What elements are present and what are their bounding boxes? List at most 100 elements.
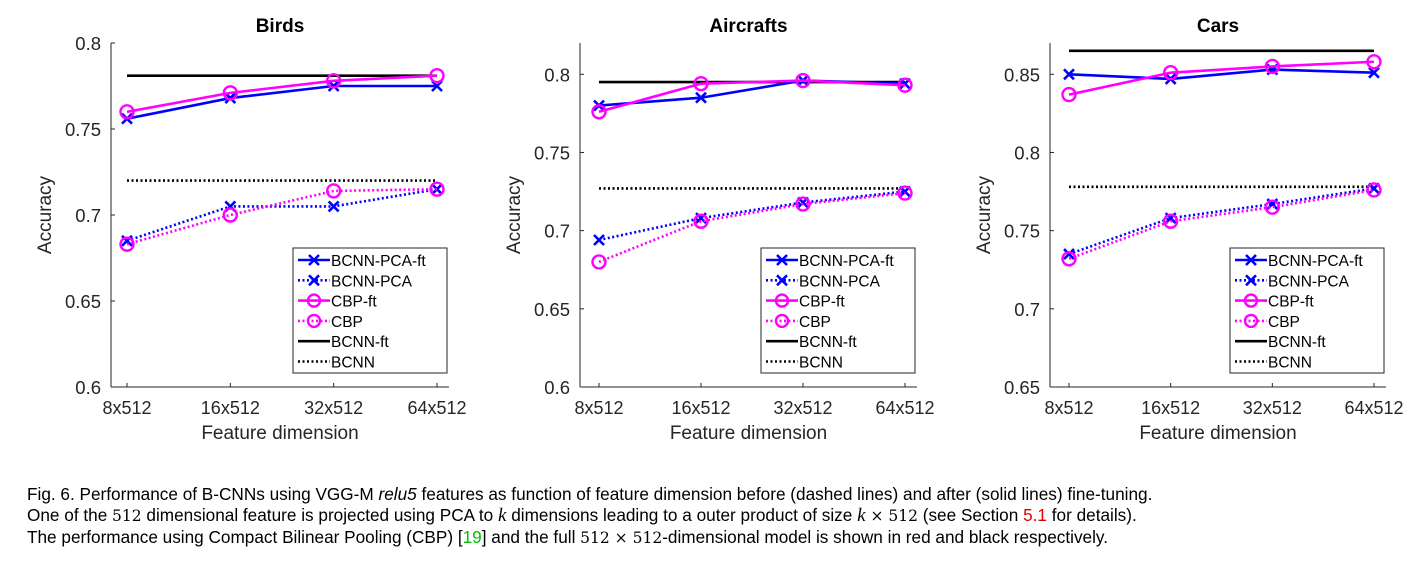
- y-tick-label: 0.65: [1004, 377, 1040, 398]
- data-point-cross: [593, 234, 605, 246]
- chart-aircrafts: Aircrafts 0.6 0.65 0.7 0.75 0.8 8x512 16x512 32x…: [504, 16, 935, 444]
- legend-label: BCNN-ft: [799, 334, 857, 351]
- legend-label: BCNN: [331, 355, 375, 372]
- legend-marker-circle: [306, 313, 322, 329]
- data-point-circle: [795, 72, 811, 89]
- y-tick-label: 0.65: [65, 291, 101, 312]
- caption-text: One of the: [27, 505, 113, 525]
- legend-label: BCNN-PCA: [331, 273, 413, 290]
- data-point-cross: [431, 80, 443, 92]
- series-line: [126, 187, 438, 243]
- data-point-circle: [1366, 182, 1382, 198]
- series-line: [598, 79, 906, 114]
- x-tick-label: 16x512: [671, 398, 730, 418]
- x-tick-label: 8x512: [102, 398, 151, 418]
- y-axis-label: Accuracy: [35, 175, 56, 254]
- legend-label: BCNN-PCA-ft: [1268, 253, 1363, 270]
- x-tick-label: 32x512: [304, 398, 363, 418]
- y-tick-label: 0.8: [544, 64, 570, 85]
- data-point-circle: [795, 196, 811, 212]
- data-point-circle: [897, 77, 913, 93]
- legend: BCNN-PCA-ft BCNN-PCA CBP-ft CBP BCNN-ft BCNN: [1229, 247, 1385, 374]
- legend-label: BCNN: [799, 355, 843, 372]
- data-point-circle: [1061, 251, 1077, 267]
- x-tick-label: 16x512: [1141, 398, 1200, 418]
- legend-marker-circle: [306, 293, 322, 308]
- series-line: [1068, 187, 1375, 256]
- legend-label: BCNN-ft: [331, 334, 389, 351]
- data-point-cross: [1063, 68, 1075, 81]
- series-cbp-ft: [1061, 54, 1382, 103]
- data-point-cross: [1368, 66, 1380, 79]
- legend-marker-cross: [308, 274, 320, 287]
- caption-text: -dimensional model is shown in red and b…: [662, 527, 1109, 547]
- x-axis-label: Feature dimension: [670, 423, 827, 444]
- series-cbp-ft: [119, 67, 445, 120]
- data-point-circle: [119, 236, 135, 252]
- legend-marker-circle: [1243, 313, 1259, 329]
- data-point-circle: [1366, 54, 1382, 70]
- legend: BCNN-PCA-ft BCNN-PCA CBP-ft CBP BCNN-ft BCNN: [292, 247, 448, 374]
- series-bcnn-pca: [593, 185, 911, 246]
- series-bcnn-pca-ft: [1063, 63, 1380, 85]
- caption-text: Fig. 6. Performance of B-CNNs using VGG-…: [27, 484, 379, 504]
- data-point-cross: [327, 200, 340, 213]
- legend-label: CBP: [1268, 314, 1300, 331]
- caption-text: dimensional feature is projected using P…: [141, 505, 499, 525]
- y-tick-label: 0.7: [544, 221, 570, 242]
- data-point-circle: [325, 183, 342, 199]
- y-tick-label: 0.6: [75, 377, 101, 398]
- caption-emphasis: relu5: [378, 484, 417, 504]
- series-bcnn-pca-ft: [593, 74, 911, 112]
- data-point-circle: [693, 75, 709, 92]
- data-point-circle: [429, 181, 445, 197]
- data-point-circle: [897, 185, 913, 201]
- legend-box: [1229, 247, 1385, 374]
- data-point-circle: [119, 104, 135, 120]
- series-cbp: [1061, 182, 1382, 267]
- x-tick-label: 64x512: [407, 398, 466, 418]
- legend: BCNN-PCA-ft BCNN-PCA CBP-ft CBP BCNN-ft BCNN: [760, 247, 916, 374]
- data-point-circle: [222, 207, 239, 223]
- math: 512 × 512: [580, 529, 663, 547]
- y-tick-label: 0.7: [1014, 299, 1040, 320]
- legend-label: BCNN-PCA: [799, 273, 881, 290]
- legend-box: [760, 247, 916, 374]
- legend-label: CBP: [799, 314, 831, 331]
- figure-charts: Birds 0.6 0.65 0.7 0.75 0.8 8x512 16x512 32x512 6…: [35, 16, 1404, 444]
- legend-label: CBP-ft: [799, 294, 845, 311]
- y-axis-label: Accuracy: [974, 175, 995, 254]
- y-tick-label: 0.8: [75, 33, 101, 54]
- caption-text: (see Section: [917, 505, 1024, 525]
- x-tick-label: 32x512: [773, 398, 832, 418]
- data-point-circle: [1162, 213, 1179, 229]
- y-tick-label: 0.8: [1014, 142, 1040, 163]
- legend-label: BCNN-ft: [1268, 334, 1326, 351]
- y-tick-label: 0.7: [75, 205, 101, 226]
- chart-birds: Birds 0.6 0.65 0.7 0.75 0.8 8x512 16x512 32x512 6…: [35, 16, 467, 444]
- caption-text: The performance using Compact Bilinear P…: [27, 527, 463, 547]
- caption-text: features as function of feature dimensio…: [416, 484, 1153, 504]
- series-line: [126, 187, 438, 246]
- data-point-circle: [591, 254, 607, 270]
- series-line: [1068, 60, 1375, 96]
- legend-label: CBP-ft: [331, 294, 377, 311]
- series-line: [598, 190, 906, 242]
- series-cbp-ft: [591, 72, 913, 120]
- caption-text: ] and the full: [481, 527, 581, 547]
- legend-label: BCNN-PCA: [1268, 273, 1350, 290]
- legend-label: CBP-ft: [1268, 294, 1314, 311]
- chart-title: Cars: [1197, 16, 1239, 37]
- section-link[interactable]: 5.1: [1023, 505, 1047, 525]
- data-point-cross: [327, 80, 340, 92]
- chart-title: Aircrafts: [709, 16, 787, 37]
- series-line: [126, 74, 438, 114]
- citation-link[interactable]: 19: [462, 527, 482, 547]
- chart-cars: Cars 0.65 0.7 0.75 0.8 0.85 8x512 16x512 32x512 6…: [974, 16, 1404, 444]
- data-point-circle: [591, 104, 607, 120]
- data-point-circle: [693, 213, 709, 229]
- legend-marker-circle: [774, 313, 790, 329]
- legend-label: CBP: [331, 314, 363, 331]
- x-tick-label: 64x512: [1344, 398, 1403, 418]
- math: k: [498, 505, 507, 526]
